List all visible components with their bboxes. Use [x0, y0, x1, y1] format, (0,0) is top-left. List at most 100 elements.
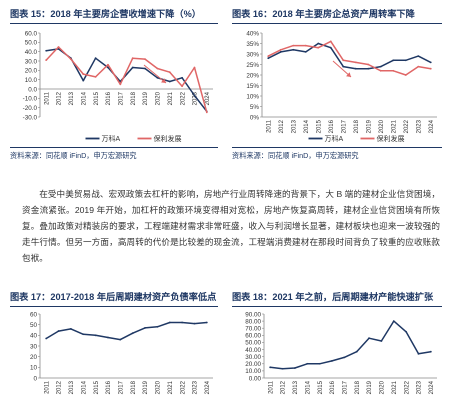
c16-x-tick-label: 2018	[354, 119, 360, 133]
c16-x-tick-label: 2016	[329, 119, 335, 133]
figure-15-svg: 60.0 50.0 40.0 30.0 20.0 10.0 0.0 -10.0 -20.0 -30…	[23, 30, 213, 143]
c16-x-tick-label: 2019	[366, 119, 372, 133]
c16-series-point-2	[267, 55, 270, 57]
figure-18-chart: 90.00 80.00 70.00 60.00 50.00 40.00 30.00 20.00…	[232, 308, 442, 414]
c16-series-point-1	[354, 67, 357, 70]
c15-y-tick-label: 10.0	[25, 77, 38, 84]
c18-x-tick-label: 2018	[355, 380, 361, 394]
c16-x-tick-label: 2017	[341, 119, 347, 133]
c15-y-tick-label: 40.0	[25, 49, 38, 56]
c15-series-point-1	[45, 49, 48, 52]
c16-series-point-1	[417, 55, 420, 57]
c16-series-point-1	[317, 42, 320, 45]
c17-y-tick-label: 10	[30, 365, 38, 372]
c16-series-point-1	[292, 48, 295, 51]
c16-series-point-2	[379, 69, 382, 72]
c15-series-point-1	[107, 66, 109, 69]
c16-x-tick-label: 2013	[291, 119, 297, 133]
c16-series-point-2	[304, 44, 307, 47]
c18-x-tick-label: 2024	[429, 380, 435, 394]
c17-series-point-1	[144, 326, 146, 329]
c17-x-tick-label: 2015	[94, 380, 100, 394]
c15-series-point-2	[131, 57, 134, 60]
figure-16-title: 图表 16：2018 年主要房企总资产周转率下降	[232, 9, 415, 19]
c17-x-tick-label: 2011	[44, 380, 50, 394]
c16-y-tick-label: 35%	[246, 41, 259, 48]
c16-x-tick-label: 2015	[316, 119, 322, 133]
figure-15-title-rule	[10, 23, 218, 24]
c16-x-tick-label: 2020	[379, 119, 385, 133]
c16-series-point-2	[329, 40, 332, 43]
c17-series-point-1	[57, 330, 60, 332]
c15-series-point-1	[82, 79, 85, 82]
c16-series-point-1	[329, 46, 332, 49]
c18-y-tick-label: 10.00	[245, 368, 261, 375]
c15-y-tick-label: 50.0	[25, 40, 38, 47]
c17-y-tick-label: 0	[33, 375, 37, 382]
c16-x-tick-label: 2024	[429, 119, 435, 133]
c17-x-tick-label: 2018	[131, 380, 137, 394]
figure-15-title: 图表 15：2018 年主要房企营收增速下降（%）	[10, 9, 201, 19]
c15-series-point-2	[69, 58, 72, 61]
c15-series-point-2	[193, 66, 196, 69]
c18-series-point-1	[417, 352, 420, 355]
c16-series-point-1	[367, 67, 370, 70]
c16-series-point-1	[342, 65, 345, 68]
c16-series-point-2	[354, 61, 357, 64]
c17-x-tick-label: 2019	[143, 380, 149, 394]
c16-series-point-1	[267, 57, 270, 60]
c16-series-point-2	[429, 67, 432, 70]
c15-legend-label: 万科A	[102, 134, 121, 143]
c18-y-tick-label: 50.00	[245, 340, 261, 347]
c15-series-point-2	[168, 71, 171, 74]
c18-series-point-1	[392, 320, 395, 323]
c16-y-tick-label: 5%	[250, 104, 260, 111]
c16-y-tick-label: 25%	[246, 62, 259, 69]
c17-x-tick-label: 2020	[156, 380, 162, 394]
c18-x-tick-label: 2022	[404, 380, 410, 394]
c18-series-point-1	[380, 340, 383, 342]
c18-x-tick-label: 2017	[343, 380, 349, 394]
c16-x-tick-label: 2012	[279, 119, 285, 133]
c16-y-tick-label: 30%	[246, 51, 259, 58]
c15-series-point-2	[107, 63, 109, 66]
c16-series-point-2	[417, 65, 420, 68]
c18-series-point-1	[343, 356, 346, 359]
figure-16-source-rule	[232, 147, 442, 148]
c18-y-tick-label: 90.00	[245, 311, 261, 318]
c15-x-tick-label: 2012	[57, 91, 63, 105]
c17-x-tick-label: 2017	[119, 380, 125, 394]
c17-x-tick-label: 2016	[106, 380, 112, 394]
c18-x-tick-label: 2013	[293, 380, 299, 394]
figure-16-svg: 40% 35% 30% 25% 20% 15% 10% 5% 0% 2011 2012 2013 201…	[246, 30, 437, 143]
c18-y-tick-label: 30.00	[245, 354, 261, 361]
c15-x-tick-label: 2011	[44, 91, 50, 105]
figure-15-chart: 60.0 50.0 40.0 30.0 20.0 10.0 0.0 -10.0 -20.0 -30…	[10, 25, 218, 146]
c15-series-point-2	[82, 73, 85, 75]
c17-y-tick-label: 30	[30, 343, 38, 350]
c16-legend-label: 万科A	[325, 134, 344, 143]
c16-series-point-2	[279, 48, 282, 51]
c15-x-tick-label: 2023	[193, 91, 199, 105]
c18-x-tick-label: 2012	[281, 380, 287, 394]
c18-x-tick-label: 2015	[318, 380, 324, 394]
c18-series-point-1	[331, 360, 333, 362]
c16-series-point-2	[404, 74, 407, 76]
figure-15-source: 资料来源：同花顺 iFinD，申万宏源研究	[10, 151, 137, 160]
figure-16-source: 资料来源：同花顺 iFinD，申万宏源研究	[232, 151, 359, 160]
c17-x-tick-label: 2023	[193, 380, 199, 394]
c16-series-point-1	[304, 51, 307, 53]
figure-17-title: 图表 17：2017-2018 年后周期建材资产负债率低点	[10, 292, 217, 302]
figure-16-title-rule	[232, 23, 442, 24]
c16-series-point-2	[317, 46, 320, 49]
c16-series-point-2	[292, 44, 295, 47]
c16-series-point-1	[429, 61, 432, 64]
c17-series-point-1	[45, 337, 48, 340]
c15-x-tick-label: 2020	[156, 91, 162, 105]
c16-y-tick-label: 20%	[246, 72, 259, 79]
c15-y-tick-label: 20.0	[25, 68, 38, 75]
c18-x-tick-label: 2019	[367, 380, 373, 394]
c15-x-tick-label: 2022	[180, 91, 186, 105]
c15-x-tick-label: 2024	[205, 91, 211, 105]
c17-series-point-1	[156, 325, 159, 328]
